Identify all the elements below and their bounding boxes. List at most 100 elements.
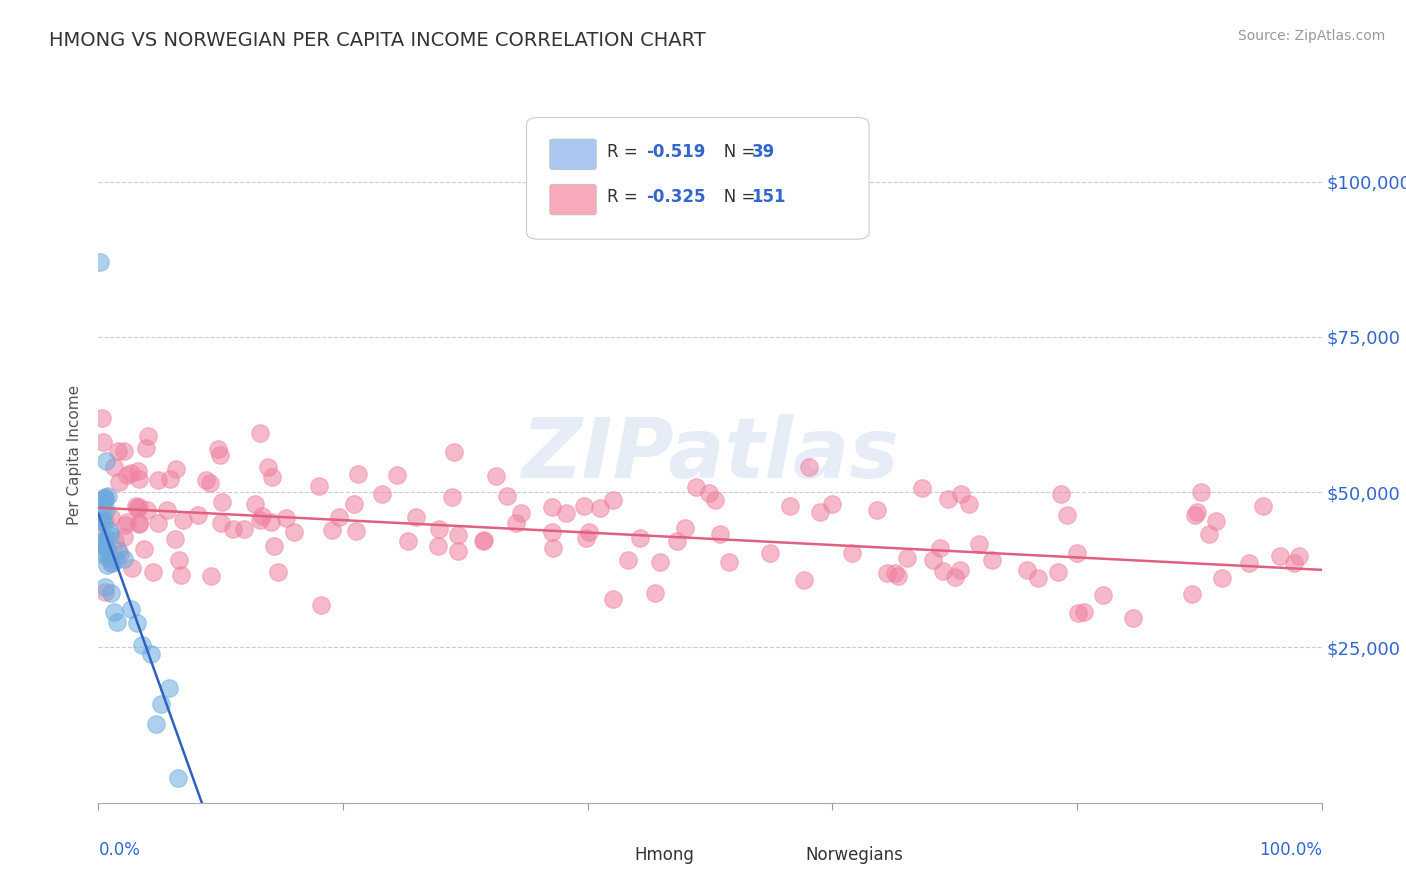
Point — [648, 555, 671, 569]
Point — [884, 566, 907, 580]
Point — [697, 486, 720, 500]
Point — [896, 550, 918, 565]
Point — [90, 537, 112, 551]
Point — [1028, 571, 1050, 585]
Point — [96, 502, 118, 516]
Point — [922, 553, 945, 567]
Point — [94, 540, 117, 554]
Point — [943, 570, 966, 584]
Point — [472, 533, 495, 548]
Point — [709, 527, 731, 541]
Point — [91, 512, 114, 526]
Point — [1282, 556, 1305, 570]
Point — [980, 553, 1002, 567]
Point — [121, 561, 143, 575]
Point — [911, 481, 934, 495]
Point — [131, 638, 153, 652]
Point — [630, 531, 652, 545]
Point — [495, 489, 517, 503]
Point — [821, 497, 844, 511]
Point — [94, 514, 117, 528]
Text: ZIPatlas: ZIPatlas — [522, 415, 898, 495]
Point — [440, 490, 463, 504]
Point — [876, 566, 898, 580]
Text: 0.0%: 0.0% — [98, 841, 141, 859]
Point — [194, 473, 217, 487]
Point — [170, 567, 193, 582]
Point — [94, 492, 117, 507]
Text: -0.519: -0.519 — [647, 144, 706, 161]
Point — [96, 489, 118, 503]
Point — [128, 516, 150, 530]
Point — [125, 501, 148, 516]
Text: Hmong: Hmong — [634, 846, 695, 864]
Point — [949, 563, 972, 577]
Point — [257, 460, 280, 475]
Point — [115, 516, 138, 530]
Point — [91, 410, 114, 425]
Point — [793, 574, 815, 588]
Point — [443, 445, 465, 459]
Point — [105, 615, 128, 630]
Point — [1067, 607, 1090, 621]
Point — [98, 528, 121, 542]
Point — [128, 472, 150, 486]
FancyBboxPatch shape — [550, 139, 596, 169]
Point — [541, 541, 564, 555]
Point — [1251, 499, 1274, 513]
Text: Source: ZipAtlas.com: Source: ZipAtlas.com — [1237, 29, 1385, 43]
Point — [274, 511, 297, 525]
Text: 39: 39 — [752, 144, 775, 161]
Point — [1205, 515, 1227, 529]
Point — [759, 545, 782, 559]
Point — [136, 429, 159, 443]
Point — [578, 524, 600, 539]
Point — [127, 464, 149, 478]
Point — [91, 545, 114, 559]
Point — [509, 506, 531, 520]
Point — [249, 426, 271, 441]
Point — [665, 534, 688, 549]
Point — [93, 580, 115, 594]
Text: 151: 151 — [752, 188, 786, 206]
Point — [541, 500, 564, 514]
Point — [93, 534, 115, 549]
Point — [426, 539, 449, 553]
Point — [135, 441, 157, 455]
Point — [91, 501, 114, 516]
Point — [128, 516, 150, 531]
Point — [146, 516, 169, 530]
Point — [447, 543, 470, 558]
Point — [321, 523, 343, 537]
Point — [209, 448, 232, 462]
Point — [159, 472, 181, 486]
Point — [93, 491, 115, 506]
Point — [1184, 508, 1206, 522]
Point — [617, 553, 640, 567]
Point — [187, 508, 209, 522]
Point — [447, 528, 470, 542]
Point — [100, 556, 122, 570]
Point — [1187, 505, 1209, 519]
Point — [283, 525, 305, 540]
Point — [396, 533, 419, 548]
Point — [135, 503, 157, 517]
Point — [1198, 526, 1220, 541]
Point — [886, 569, 908, 583]
Point — [932, 565, 955, 579]
Point — [91, 493, 114, 508]
Point — [555, 507, 578, 521]
Point — [1189, 485, 1212, 500]
Point — [1066, 546, 1088, 560]
Point — [149, 697, 172, 711]
Point — [211, 495, 233, 509]
Point — [94, 454, 117, 468]
Point — [156, 503, 179, 517]
Point — [94, 531, 117, 545]
Point — [308, 479, 330, 493]
Point — [120, 602, 142, 616]
Point — [250, 509, 273, 524]
Text: Norwegians: Norwegians — [806, 846, 903, 864]
Point — [602, 592, 624, 607]
Point — [209, 516, 232, 531]
